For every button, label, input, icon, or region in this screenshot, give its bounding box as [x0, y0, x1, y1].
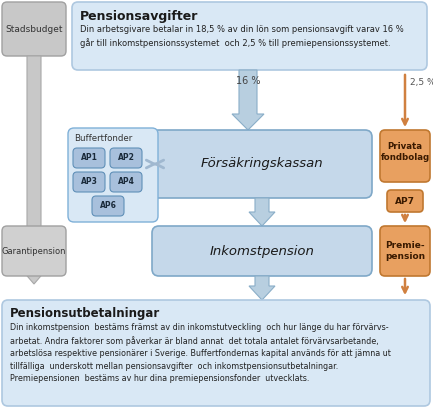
Text: Din inkomstpension  bestäms främst av din inkomstutveckling  och hur länge du ha: Din inkomstpension bestäms främst av din… — [10, 323, 391, 383]
FancyBboxPatch shape — [152, 226, 372, 276]
FancyBboxPatch shape — [110, 148, 142, 168]
FancyBboxPatch shape — [2, 2, 66, 56]
Text: Inkomstpension: Inkomstpension — [210, 244, 314, 257]
Polygon shape — [22, 56, 46, 284]
Text: AP4: AP4 — [118, 177, 134, 186]
Text: Pensionsavgifter: Pensionsavgifter — [80, 10, 198, 23]
Polygon shape — [232, 70, 264, 130]
FancyBboxPatch shape — [68, 128, 158, 222]
Text: AP6: AP6 — [100, 202, 116, 211]
Text: Garantipension: Garantipension — [2, 246, 66, 255]
Text: Försäkringskassan: Försäkringskassan — [200, 157, 323, 171]
FancyBboxPatch shape — [380, 226, 430, 276]
FancyBboxPatch shape — [152, 130, 372, 198]
FancyBboxPatch shape — [380, 130, 430, 182]
FancyBboxPatch shape — [92, 196, 124, 216]
Text: Premie-
pension: Premie- pension — [385, 241, 425, 261]
FancyBboxPatch shape — [110, 172, 142, 192]
Text: AP1: AP1 — [81, 153, 97, 162]
FancyBboxPatch shape — [2, 300, 430, 406]
Text: AP7: AP7 — [395, 197, 415, 206]
Text: AP3: AP3 — [81, 177, 97, 186]
Text: Privata
fondbolag: Privata fondbolag — [381, 142, 430, 162]
Text: AP2: AP2 — [118, 153, 134, 162]
FancyBboxPatch shape — [72, 2, 427, 70]
FancyBboxPatch shape — [73, 148, 105, 168]
Text: 2,5 %: 2,5 % — [410, 78, 433, 87]
Text: Stadsbudget: Stadsbudget — [5, 24, 63, 33]
FancyBboxPatch shape — [387, 190, 423, 212]
Text: Pensionsutbetalningar: Pensionsutbetalningar — [10, 307, 160, 320]
Text: 16 %: 16 % — [236, 76, 260, 86]
FancyBboxPatch shape — [2, 226, 66, 276]
Text: Buffertfonder: Buffertfonder — [74, 134, 132, 143]
Text: Din arbetsgivare betalar in 18,5 % av din lön som pensionsavgift varav 16 %
går : Din arbetsgivare betalar in 18,5 % av di… — [80, 25, 404, 48]
Polygon shape — [249, 198, 275, 226]
FancyBboxPatch shape — [73, 172, 105, 192]
Polygon shape — [249, 276, 275, 300]
